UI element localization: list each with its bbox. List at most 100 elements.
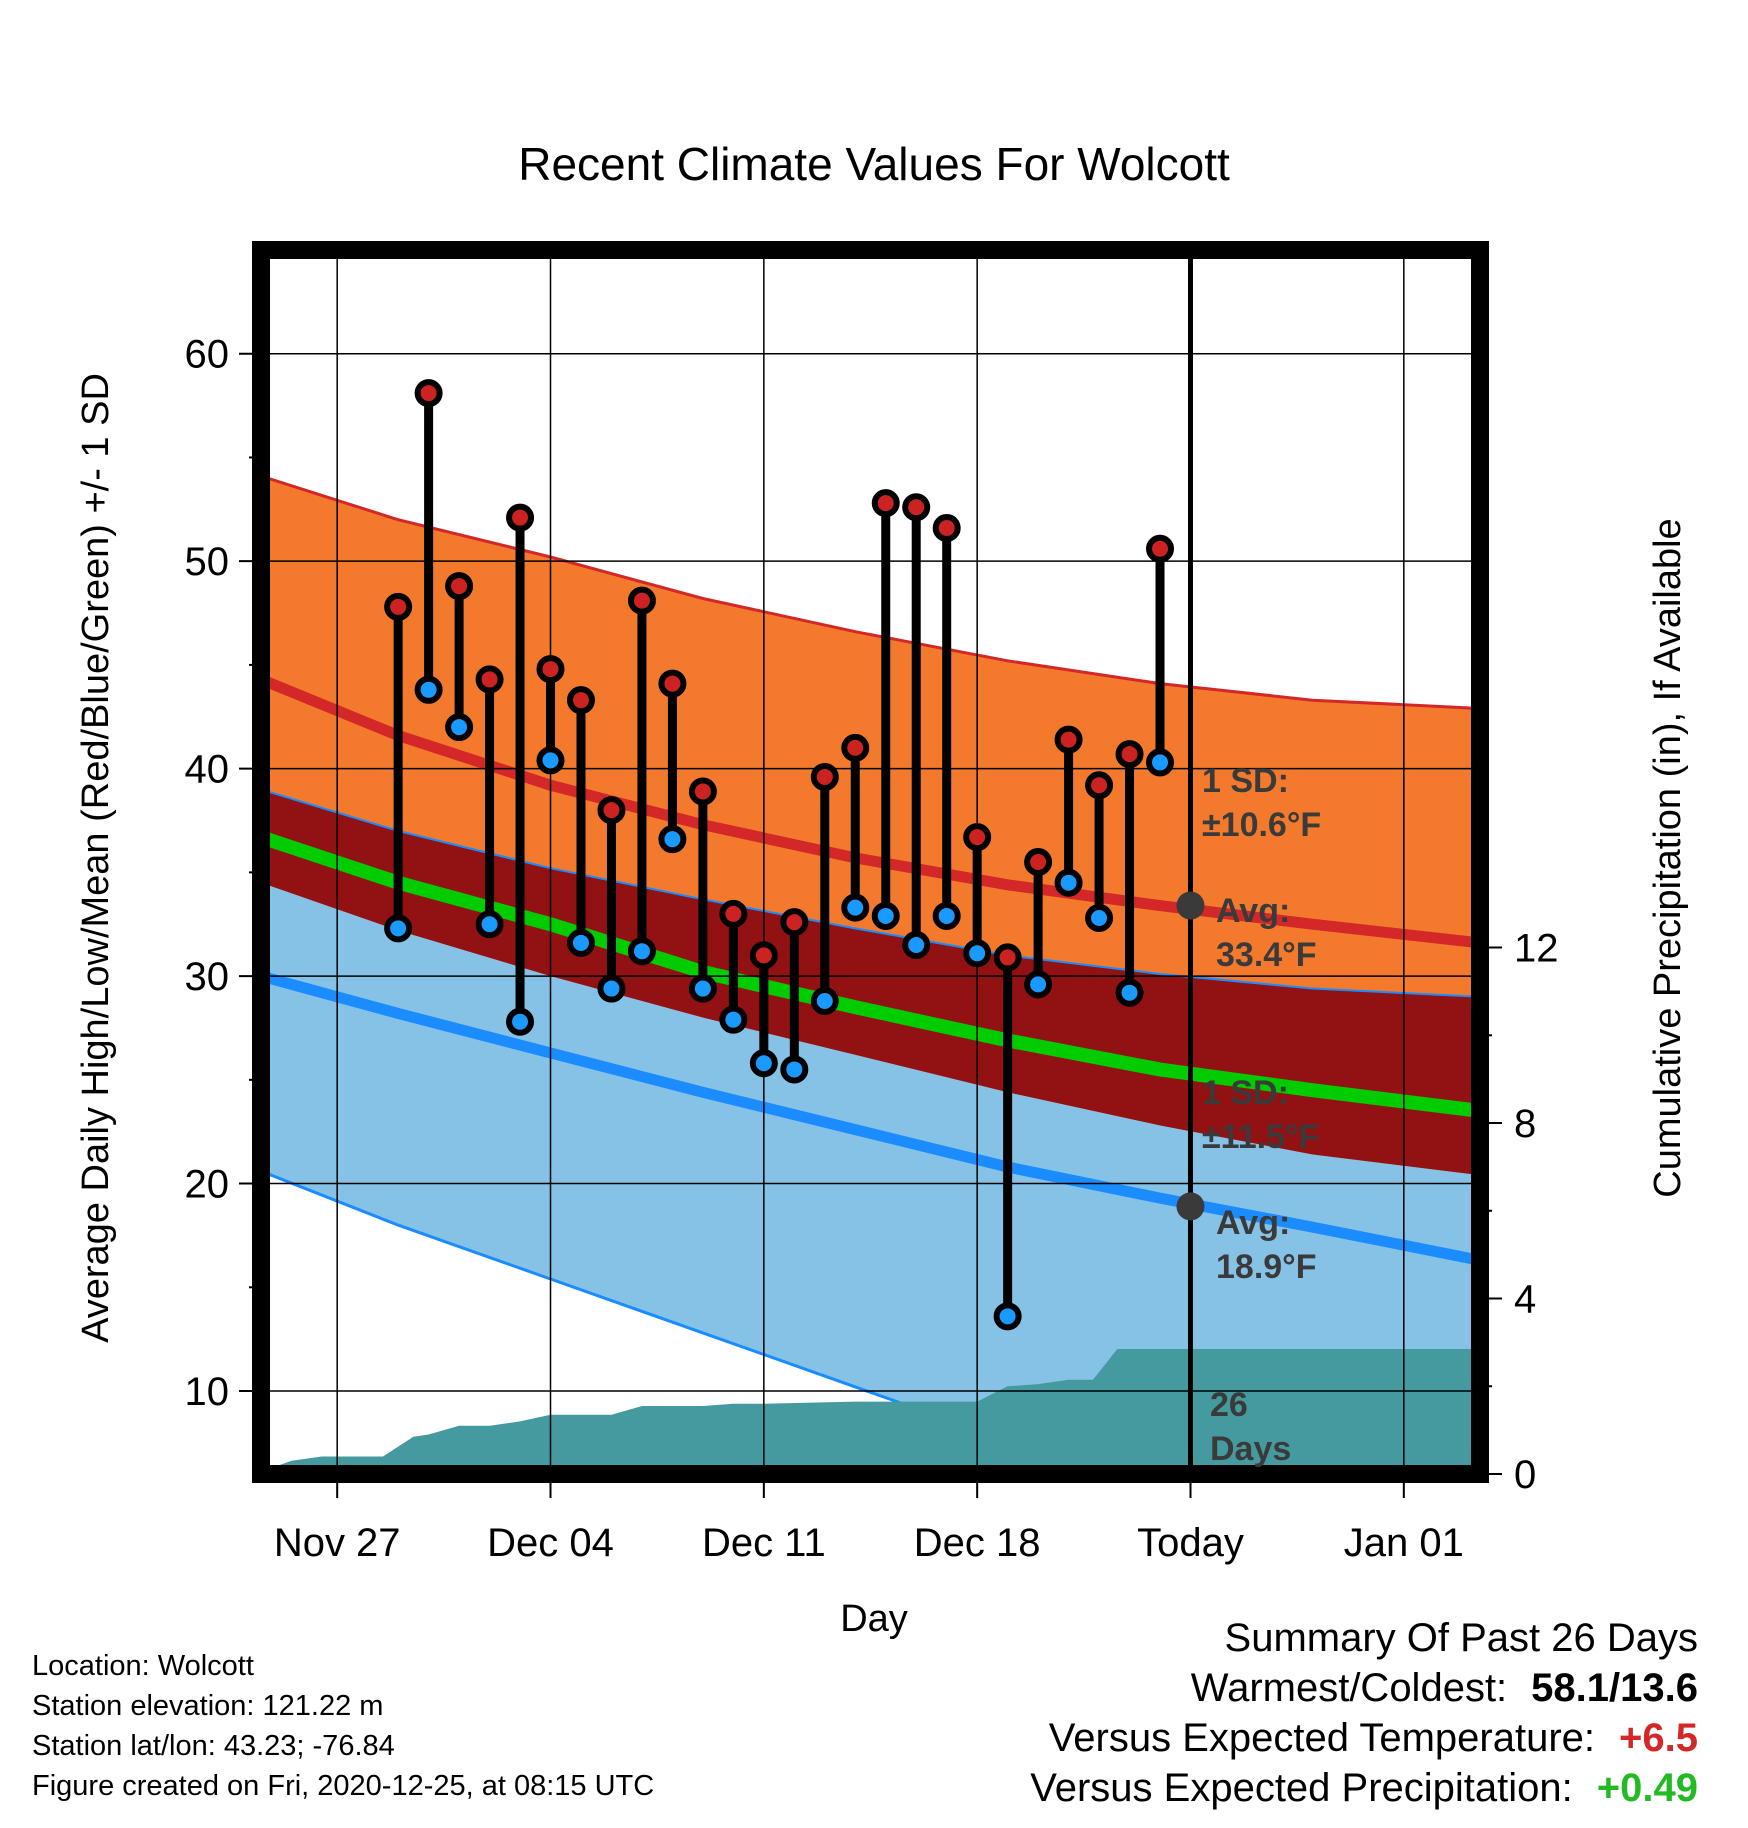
y2-tick-label: 0 xyxy=(1514,1453,1536,1497)
elevation-text: Station elevation: 121.22 m xyxy=(32,1690,384,1722)
summary-warmest-coldest: Warmest/Coldest: 58.1/13.6 xyxy=(1191,1666,1698,1711)
plot-area xyxy=(261,474,1480,1474)
obs-low-point xyxy=(1146,748,1175,777)
high-sd-lower-line xyxy=(261,788,1480,998)
warmest-coldest-value: 58.1/13.6 xyxy=(1531,1666,1698,1710)
obs-low-point xyxy=(688,974,717,1003)
mean-average-line xyxy=(261,830,1480,1118)
obs-high-point xyxy=(1085,771,1114,800)
low-sd-lower-line xyxy=(261,1169,1106,1474)
temp-vs-expected-label: Versus Expected Temperature: xyxy=(1048,1716,1596,1760)
obs-high-point xyxy=(1054,725,1083,754)
obs-low-point xyxy=(566,928,595,957)
y2-tick-label: 8 xyxy=(1514,1102,1536,1146)
today-low-avg-marker xyxy=(1176,1192,1205,1221)
obs-low-point xyxy=(597,974,626,1003)
location-text: Location: Wolcott xyxy=(32,1650,254,1682)
x-axis-title: Day xyxy=(840,1598,908,1640)
y-tick-label: 10 xyxy=(185,1370,230,1414)
x-tick-label: Jan 01 xyxy=(1344,1521,1464,1565)
precip-vs-expected-value: +0.49 xyxy=(1596,1766,1698,1810)
obs-high-point xyxy=(566,686,595,715)
obs-low-point xyxy=(506,1007,535,1036)
annotations: 1 SD: ±10.6°F Avg: 33.4°F 1 SD: ±11.5°F Avg: 18… xyxy=(1202,762,1321,1468)
obs-high-point xyxy=(841,733,870,762)
obs-low-point xyxy=(384,914,413,943)
high-sd-upper-line xyxy=(261,474,1480,710)
obs-low-point xyxy=(536,746,565,775)
y-tick-label: 20 xyxy=(185,1163,230,1207)
latlon-text: Station lat/lon: 43.23; -76.84 xyxy=(32,1730,395,1762)
plot-frame xyxy=(252,241,1489,1483)
obs-high-point xyxy=(414,379,443,408)
obs-high-point xyxy=(871,489,900,518)
chart-title: Recent Climate Values For Wolcott xyxy=(518,138,1230,190)
obs-low-point xyxy=(932,901,961,930)
obs-low-point xyxy=(871,901,900,930)
low-avg-label: Avg: xyxy=(1216,1204,1290,1242)
y2-axis-title: Cumulative Precipitation (in), If Availa… xyxy=(1647,518,1689,1197)
obs-low-point xyxy=(810,986,839,1015)
obs-high-point xyxy=(963,823,992,852)
y2-tick-label: 12 xyxy=(1514,927,1559,971)
obs-low-point xyxy=(719,1005,748,1034)
obs-low-point xyxy=(993,1302,1022,1331)
days-count-number: 26 xyxy=(1210,1386,1248,1424)
x-tick-label: Dec 04 xyxy=(487,1521,614,1565)
obs-high-point xyxy=(719,899,748,928)
obs-high-point xyxy=(1115,740,1144,769)
obs-high-point xyxy=(932,513,961,542)
obs-high-point xyxy=(780,908,809,937)
obs-low-point xyxy=(749,1049,778,1078)
obs-low-point xyxy=(475,910,504,939)
obs-low-point xyxy=(1115,978,1144,1007)
low-avg-value: 18.9°F xyxy=(1216,1248,1317,1286)
today-high-avg-marker xyxy=(1176,891,1205,920)
obs-low-point xyxy=(1085,904,1114,933)
low-sd-label: 1 SD: xyxy=(1202,1074,1289,1112)
high-sd-band xyxy=(261,476,1480,997)
obs-high-point xyxy=(993,943,1022,972)
low-sd-value: ±11.5°F xyxy=(1202,1118,1319,1156)
obs-low-point xyxy=(658,825,687,854)
summary-title: Summary Of Past 26 Days xyxy=(1225,1616,1698,1661)
y-axis-title: Average Daily High/Low/Mean (Red/Blue/Gr… xyxy=(75,373,117,1343)
y2-tick-label: 4 xyxy=(1514,1278,1536,1322)
y-tick-label: 50 xyxy=(185,540,230,584)
obs-high-point xyxy=(536,655,565,684)
obs-high-point xyxy=(902,493,931,522)
high-avg-value: 33.4°F xyxy=(1216,936,1317,974)
obs-low-point xyxy=(963,939,992,968)
obs-low-point xyxy=(627,937,656,966)
obs-low-point xyxy=(780,1055,809,1084)
summary-temperature: Versus Expected Temperature: +6.5 xyxy=(1049,1716,1698,1761)
summary-title-text: Summary Of Past 26 Days xyxy=(1224,1616,1698,1660)
precipitation-area xyxy=(261,1349,1480,1474)
obs-high-point xyxy=(627,586,656,615)
precip-vs-expected-label: Versus Expected Precipitation: xyxy=(1030,1766,1573,1810)
obs-high-point xyxy=(658,669,687,698)
obs-low-point xyxy=(414,675,443,704)
obs-high-point xyxy=(506,503,535,532)
x-tick-label: Today xyxy=(1137,1521,1244,1565)
obs-high-point xyxy=(475,665,504,694)
obs-high-point xyxy=(1024,848,1053,876)
obs-low-point xyxy=(1054,868,1083,897)
high-sd-label: 1 SD: xyxy=(1202,762,1289,800)
days-count-label: Days xyxy=(1210,1430,1291,1468)
y-tick-label: 60 xyxy=(185,333,230,377)
high-sd-value: ±10.6°F xyxy=(1202,806,1321,844)
obs-high-point xyxy=(688,777,717,806)
obs-low-point xyxy=(445,713,474,742)
obs-high-point xyxy=(597,796,626,825)
y-tick-label: 40 xyxy=(185,748,230,792)
obs-high-point xyxy=(1146,534,1175,563)
warmest-coldest-label: Warmest/Coldest: xyxy=(1190,1666,1508,1710)
y-tick-label: 30 xyxy=(185,955,230,999)
obs-low-point xyxy=(1024,970,1053,999)
created-text: Figure created on Fri, 2020-12-25, at 08… xyxy=(32,1770,655,1802)
low-average-line xyxy=(261,970,1480,1266)
high-avg-label: Avg: xyxy=(1216,892,1290,930)
